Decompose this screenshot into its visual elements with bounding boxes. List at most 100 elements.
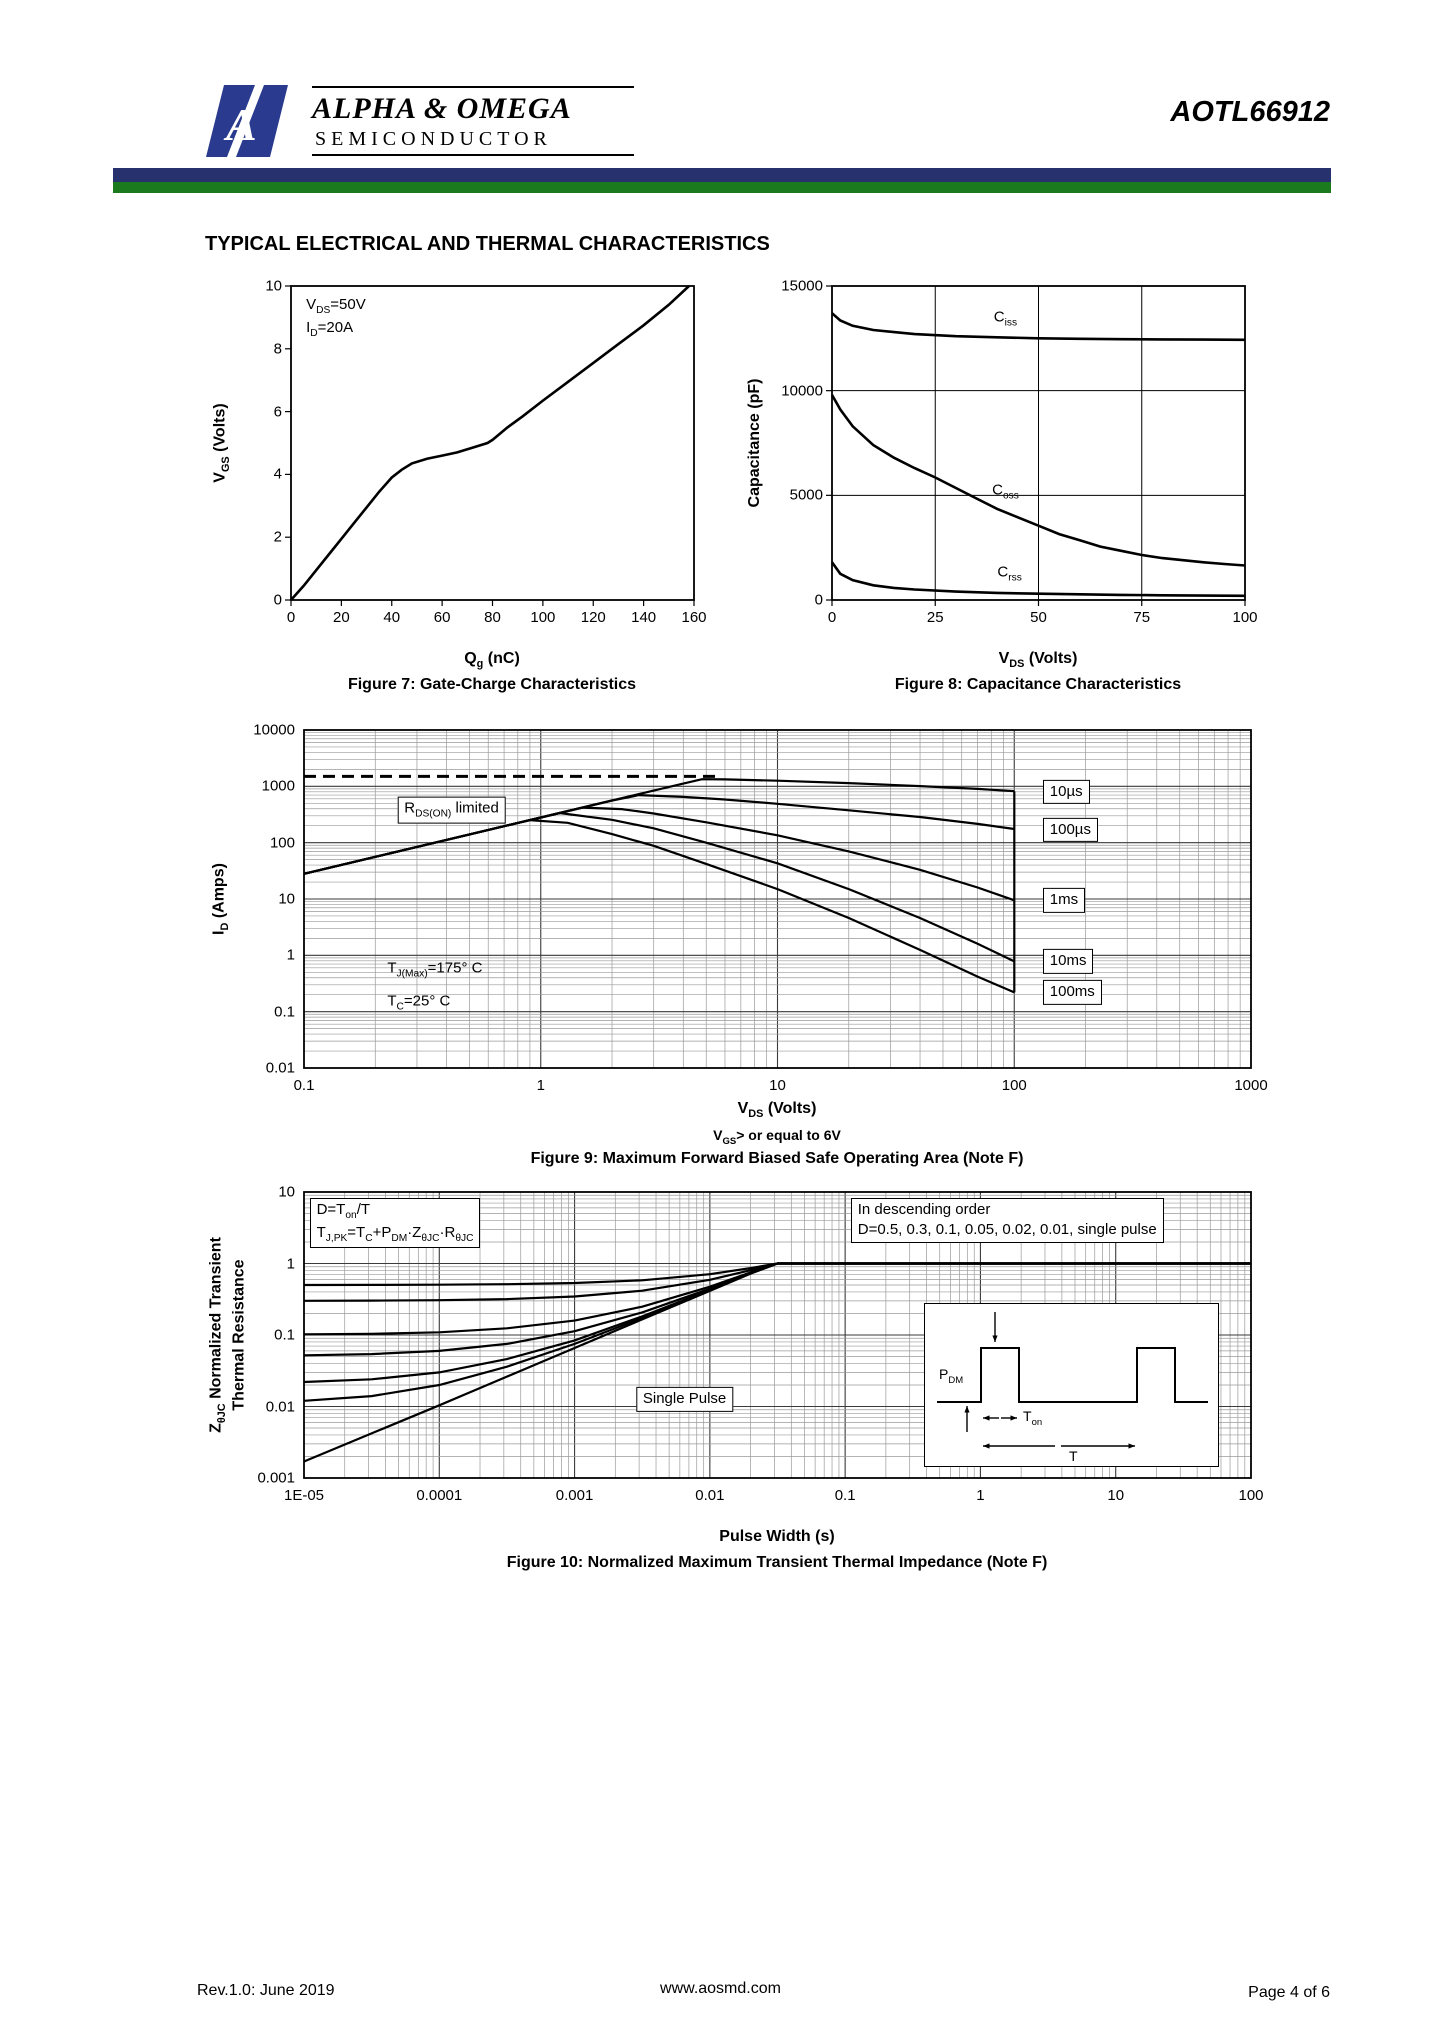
fig7-xtick-140: 140	[631, 609, 657, 626]
fig10-ytick-0.001: 0.001	[257, 1469, 295, 1487]
fig7-xtick-60: 60	[433, 609, 451, 626]
fig9-note: VGS> or equal to 6V	[713, 1127, 841, 1147]
footer-revision: Rev.1.0: June 2019	[197, 1982, 335, 1999]
fig7-ytick-6: 6	[273, 403, 282, 421]
fig7-ytick-10: 10	[265, 277, 282, 295]
fig9-ytick-0.01: 0.01	[265, 1059, 295, 1077]
brand-rule-bottom	[312, 154, 634, 156]
fig10-xtick-0.0001: 0.0001	[416, 1487, 463, 1504]
fig8-series-Ciss	[831, 312, 1246, 342]
fig7-xtick-20: 20	[333, 609, 350, 626]
fig9-annotation-2: 1ms	[1042, 888, 1086, 913]
header-band-blue	[113, 168, 1331, 182]
fig9-xtick-1000: 1000	[1234, 1077, 1268, 1094]
fig10-xtick-0.001: 0.001	[555, 1487, 594, 1504]
fig7-xtick-120: 120	[580, 609, 606, 626]
fig9-xtick-100: 100	[1001, 1077, 1027, 1094]
fig10-xtick-1: 1	[976, 1487, 985, 1504]
fig9-xtick-10: 10	[769, 1077, 786, 1094]
fig8-y-axis-label: Capacitance (pF)	[746, 378, 763, 508]
footer-page-number: Page 4 of 6	[1248, 1984, 1330, 2001]
fig8-xtick-25: 25	[926, 609, 944, 626]
fig9-annotation-0: 10µs	[1042, 779, 1090, 804]
ton-label: Ton	[1023, 1408, 1043, 1428]
fig7-y-axis-label: VGS (Volts)	[211, 403, 232, 483]
fig9-annotation-3: 10ms	[1042, 949, 1094, 974]
fig8-xtick-75: 75	[1133, 609, 1151, 626]
header-band-green	[113, 182, 1331, 193]
fig8-annotation-2: Crss	[997, 563, 1022, 584]
fig8-ytick-10000: 10000	[781, 382, 823, 400]
fig8-xtick-0: 0	[827, 609, 837, 626]
fig7-xtick-160: 160	[681, 609, 707, 626]
fig10-x-axis-label: Pulse Width (s)	[719, 1528, 835, 1545]
fig8-xtick-50: 50	[1030, 609, 1047, 626]
fig9-ytick-1: 1	[286, 946, 295, 964]
fig10-ytick-1: 1	[286, 1255, 295, 1272]
fig8-ytick-15000: 15000	[781, 277, 823, 295]
fig8-series-Coss	[830, 394, 1246, 567]
fig7-x-axis-label: Qg (nC)	[464, 650, 520, 671]
fig7-xtick-0: 0	[286, 609, 296, 626]
period-label: T	[1069, 1448, 1078, 1464]
fig10-xtick-10: 10	[1107, 1487, 1125, 1504]
fig10-figure-caption: Figure 10: Normalized Maximum Transient …	[506, 1554, 1048, 1571]
fig7-plot	[285, 285, 695, 606]
fig9-annotation-6: TJ(Max)=175° C	[387, 959, 483, 980]
fig8-ytick-5000: 5000	[789, 486, 823, 504]
fig7-xtick-40: 40	[383, 609, 401, 626]
pdm-label: PDM	[939, 1366, 964, 1386]
fig9-plot	[303, 729, 1252, 1069]
fig10-xtick-100: 100	[1238, 1487, 1264, 1504]
fig8-ytick-0: 0	[814, 591, 823, 609]
fig9-y-axis-label: ID (Amps)	[210, 863, 231, 935]
fig10-annotation-1: In descending order D=0.5, 0.3, 0.1, 0.05…	[850, 1198, 1164, 1243]
fig7-ytick-8: 8	[273, 340, 282, 358]
fig10-series-D-0.3	[303, 1262, 1251, 1302]
fig9-annotation-7: TC=25° C	[387, 993, 451, 1014]
fig8-x-axis-label: VDS (Volts)	[998, 650, 1078, 671]
fig7-annotation-0: VDS=50V ID=20A	[306, 296, 366, 340]
fig10-series-single-pulse	[303, 1262, 1251, 1463]
fig9-x-axis-label: VDS (Volts)	[737, 1100, 817, 1121]
fig7-xtick-100: 100	[530, 609, 556, 626]
fig8-xtick-100: 100	[1232, 609, 1258, 626]
fig10-annotation-0: D=Ton/T TJ,PK=TC+PDM·ZθJC·RθJC	[309, 1198, 481, 1248]
section-title: TYPICAL ELECTRICAL AND THERMAL CHARACTER…	[205, 233, 770, 255]
fig9-series-100ms	[303, 818, 1015, 994]
fig10-ytick-10: 10	[278, 1183, 295, 1201]
fig8-annotation-1: Coss	[992, 481, 1019, 502]
footer-website: www.aosmd.com	[660, 1980, 781, 1997]
fig8-annotation-0: Ciss	[993, 309, 1018, 330]
fig9-figure-caption: Figure 9: Maximum Forward Biased Safe Op…	[530, 1150, 1024, 1167]
fig10-xtick-1E-05: 1E-05	[283, 1487, 325, 1504]
fig9-annotation-4: 100ms	[1042, 980, 1102, 1005]
fig10-waveform-inset: PDM Ton T	[924, 1303, 1219, 1467]
fig9-ytick-10: 10	[278, 890, 295, 908]
fig9-ytick-100: 100	[269, 834, 295, 852]
svg-text:A: A	[223, 99, 257, 150]
aos-logo-mark: A	[206, 85, 288, 157]
fig9-annotation-1: 100µs	[1042, 817, 1098, 842]
fig7-xtick-80: 80	[484, 609, 501, 626]
fig10-annotation-2: Single Pulse	[635, 1387, 734, 1412]
fig7-series-vgs-vs-qg	[290, 285, 690, 601]
part-number: AOTL66912	[1170, 96, 1330, 128]
fig10-ytick-0.01: 0.01	[265, 1398, 295, 1415]
fig9-ytick-10000: 10000	[253, 721, 295, 739]
fig9-series-10ms	[303, 811, 1015, 963]
fig9-annotation-5: RDS(ON) limited	[397, 796, 506, 824]
fig8-series-Crss	[830, 561, 1246, 598]
pulse-waveform-diagram	[937, 1312, 1208, 1449]
fig10-y-axis-label: ZθJC Normalized Transient Thermal Resista…	[207, 1237, 248, 1433]
fig10-xtick-0.01: 0.01	[695, 1487, 725, 1504]
fig9-xtick-1: 1	[536, 1077, 545, 1094]
fig9-xtick-0.1: 0.1	[293, 1077, 315, 1094]
fig9-ytick-0.1: 0.1	[274, 1003, 295, 1021]
fig10-ytick-0.1: 0.1	[274, 1326, 295, 1344]
fig8-figure-caption: Figure 8: Capacitance Characteristics	[894, 676, 1182, 693]
fig10-xtick-0.1: 0.1	[834, 1487, 856, 1504]
fig7-figure-caption: Figure 7: Gate-Charge Characteristics	[347, 676, 637, 693]
